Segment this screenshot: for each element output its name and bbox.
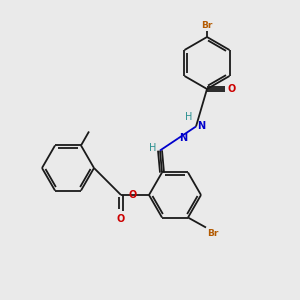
Text: O: O: [129, 190, 137, 200]
Text: Br: Br: [201, 21, 213, 30]
Text: N: N: [197, 122, 205, 131]
Text: O: O: [117, 214, 125, 224]
Text: O: O: [227, 84, 235, 94]
Text: H: H: [184, 112, 192, 122]
Text: Br: Br: [207, 229, 218, 238]
Text: H: H: [148, 143, 156, 154]
Text: N: N: [179, 134, 187, 143]
